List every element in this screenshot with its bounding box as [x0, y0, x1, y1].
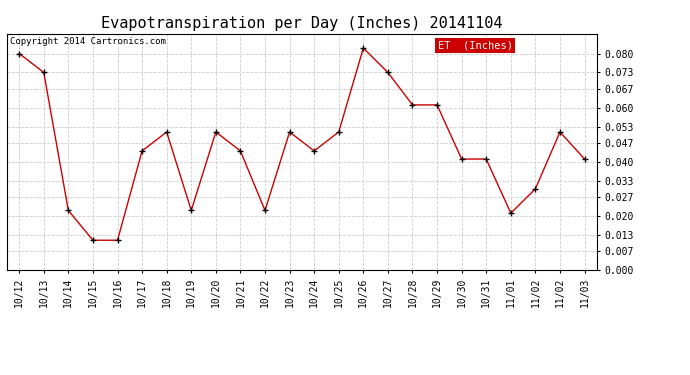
Title: Evapotranspiration per Day (Inches) 20141104: Evapotranspiration per Day (Inches) 2014… [101, 16, 502, 31]
Text: ET  (Inches): ET (Inches) [437, 41, 513, 51]
Text: Copyright 2014 Cartronics.com: Copyright 2014 Cartronics.com [10, 37, 166, 46]
